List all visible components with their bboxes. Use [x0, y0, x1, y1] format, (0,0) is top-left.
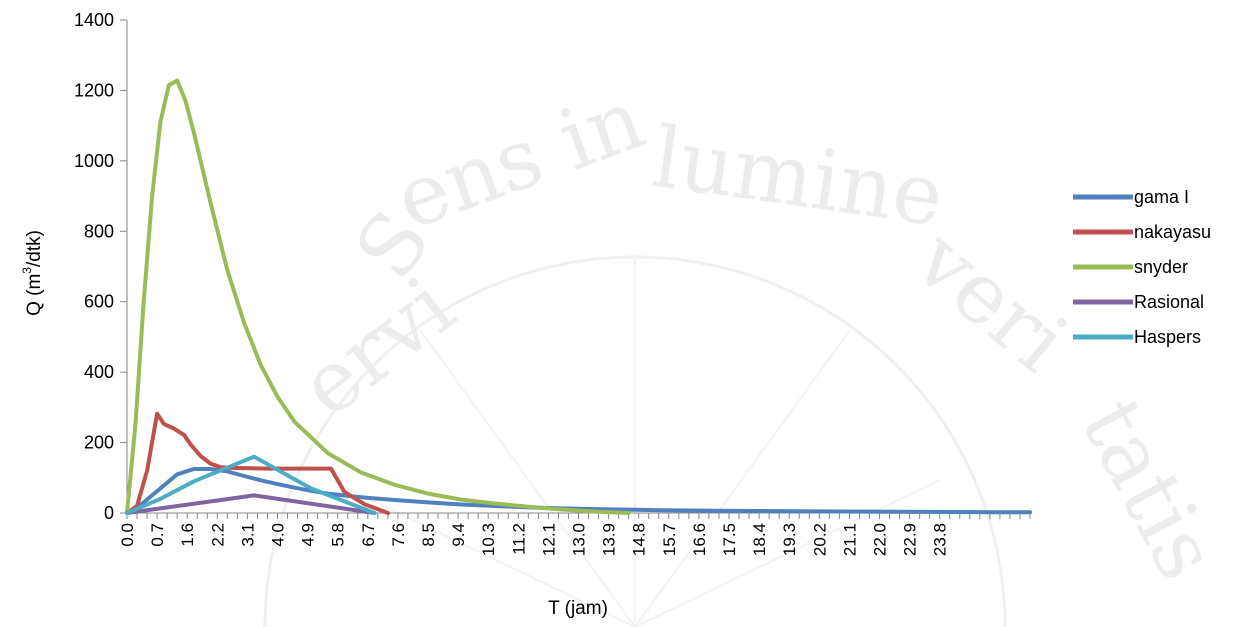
x-tick-label: 13.0 [570, 523, 589, 556]
x-axis-title: T (jam) [548, 598, 608, 619]
x-tick-label: 16.6 [690, 523, 709, 556]
series-line-snyder [125, 78, 631, 515]
y-tick-label: 1400 [74, 10, 114, 30]
x-tick-label: 22.0 [871, 523, 890, 556]
svg-text:tatis: tatis [1062, 383, 1237, 595]
x-tick-label: 5.8 [329, 523, 348, 547]
svg-text:lumine: lumine [647, 108, 949, 246]
x-tick-label: 9.4 [449, 523, 468, 547]
x-tick-label: 10.3 [479, 523, 498, 556]
x-tick-label: 3.1 [238, 523, 257, 547]
series-line-rasional [125, 493, 377, 515]
x-tick-label: 19.3 [780, 523, 799, 556]
x-axis-ticks: 0.0 0.7 1.6 2.2 3.1 4.0 4.9 5.8 6.7 7.6 8.5 9.4 10.3… [118, 513, 1031, 556]
svg-text:ervi: ervi [282, 257, 472, 435]
x-tick-label: 2.2 [208, 523, 227, 547]
x-tick-label: 14.8 [630, 523, 649, 556]
legend: gama I nakayasu snyder Rasional Haspers [1073, 187, 1211, 347]
y-tick-label: 1200 [74, 80, 114, 100]
x-tick-label: 4.9 [299, 523, 318, 547]
x-tick-label: 23.8 [931, 523, 950, 556]
legend-label: Rasional [1134, 292, 1204, 312]
y-tick-label: 600 [84, 292, 114, 312]
x-tick-label: 6.7 [359, 523, 378, 547]
y-axis-ticks: 0 200 400 600 800 1000 1200 1400 [74, 10, 127, 523]
x-tick-label: 8.5 [419, 523, 438, 547]
legend-label: snyder [1134, 257, 1188, 277]
series-line-gama-i [125, 467, 1032, 515]
x-tick-label: 12.1 [539, 523, 558, 556]
legend-label: Haspers [1134, 327, 1201, 347]
series-line-haspers [125, 454, 377, 515]
legend-label: nakayasu [1134, 222, 1211, 242]
y-tick-label: 400 [84, 362, 114, 382]
x-tick-label: 0.0 [118, 523, 137, 547]
y-tick-label: 0 [104, 503, 114, 523]
x-tick-label: 17.5 [720, 523, 739, 556]
x-tick-label: 22.9 [901, 523, 920, 556]
y-axis-title: Q (m3/dtk) [20, 230, 45, 316]
x-tick-label: 13.9 [600, 523, 619, 556]
series-line-nakayasu [125, 411, 390, 515]
x-tick-label: 0.7 [148, 523, 167, 547]
x-tick-label: 4.0 [269, 523, 288, 547]
x-tick-label: 20.2 [810, 523, 829, 556]
legend-label: gama I [1134, 187, 1189, 207]
y-tick-label: 1000 [74, 151, 114, 171]
x-tick-label: 15.7 [660, 523, 679, 556]
y-tick-label: 800 [84, 221, 114, 241]
x-tick-label: 7.6 [389, 523, 408, 547]
x-tick-label: 21.1 [840, 523, 859, 556]
series-lines [125, 78, 1032, 515]
x-tick-label: 18.4 [750, 523, 769, 556]
x-tick-label: 11.2 [509, 523, 528, 555]
x-tick-label: 1.6 [178, 523, 197, 547]
y-tick-label: 200 [84, 433, 114, 453]
svg-text:ens in: ens in [383, 70, 656, 249]
